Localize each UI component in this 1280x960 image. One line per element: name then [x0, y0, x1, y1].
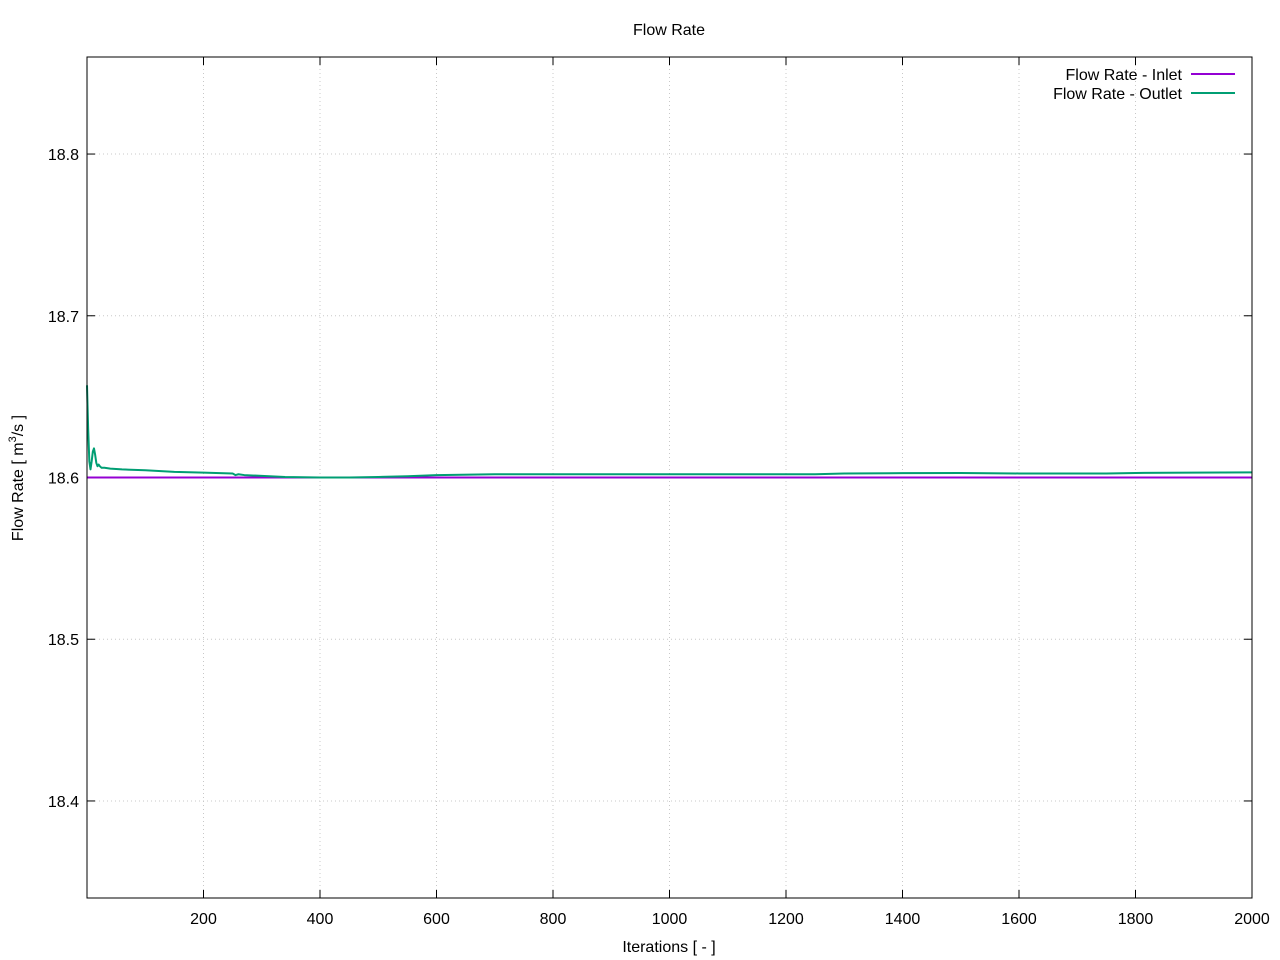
y-tick-label: 18.7 [48, 309, 79, 326]
chart-title: Flow Rate [633, 22, 705, 39]
y-tick-label: 18.6 [48, 471, 79, 488]
legend-label: Flow Rate - Inlet [1066, 67, 1183, 84]
y-tick-label: 18.4 [48, 794, 79, 811]
plot-frame [86, 56, 1253, 899]
series-line-outlet [86, 385, 1253, 479]
x-tick-label: 1800 [1118, 911, 1154, 928]
y-axis-label-superscript: 3 [7, 436, 19, 442]
x-tick-label: 400 [307, 911, 334, 928]
x-tick-label: 200 [190, 911, 217, 928]
y-tick-label: 18.5 [48, 632, 79, 649]
x-tick-label: 2000 [1234, 911, 1270, 928]
y-axis-label-tail: /s ] [10, 415, 27, 436]
x-tick-label: 1600 [1001, 911, 1037, 928]
x-tick-label: 600 [423, 911, 450, 928]
x-tick-label: 1200 [768, 911, 804, 928]
y-axis-label-main: Flow Rate [ m [10, 442, 27, 541]
y-tick-label: 18.8 [48, 147, 79, 164]
series-layer [86, 385, 1253, 479]
legend: Flow Rate - Inlet Flow Rate - Outlet [1053, 67, 1235, 103]
tick-labels: 200 400 600 800 1000 1200 1400 1600 1800 2000 18.4… [48, 147, 1270, 928]
axis-ticks [87, 57, 1253, 898]
y-axis-label: Flow Rate [ m3/s ] [7, 415, 27, 541]
x-axis-label: Iterations [ - ] [622, 939, 715, 956]
x-tick-label: 800 [540, 911, 567, 928]
legend-label: Flow Rate - Outlet [1053, 86, 1182, 103]
x-tick-label: 1000 [652, 911, 688, 928]
x-tick-label: 1400 [885, 911, 921, 928]
